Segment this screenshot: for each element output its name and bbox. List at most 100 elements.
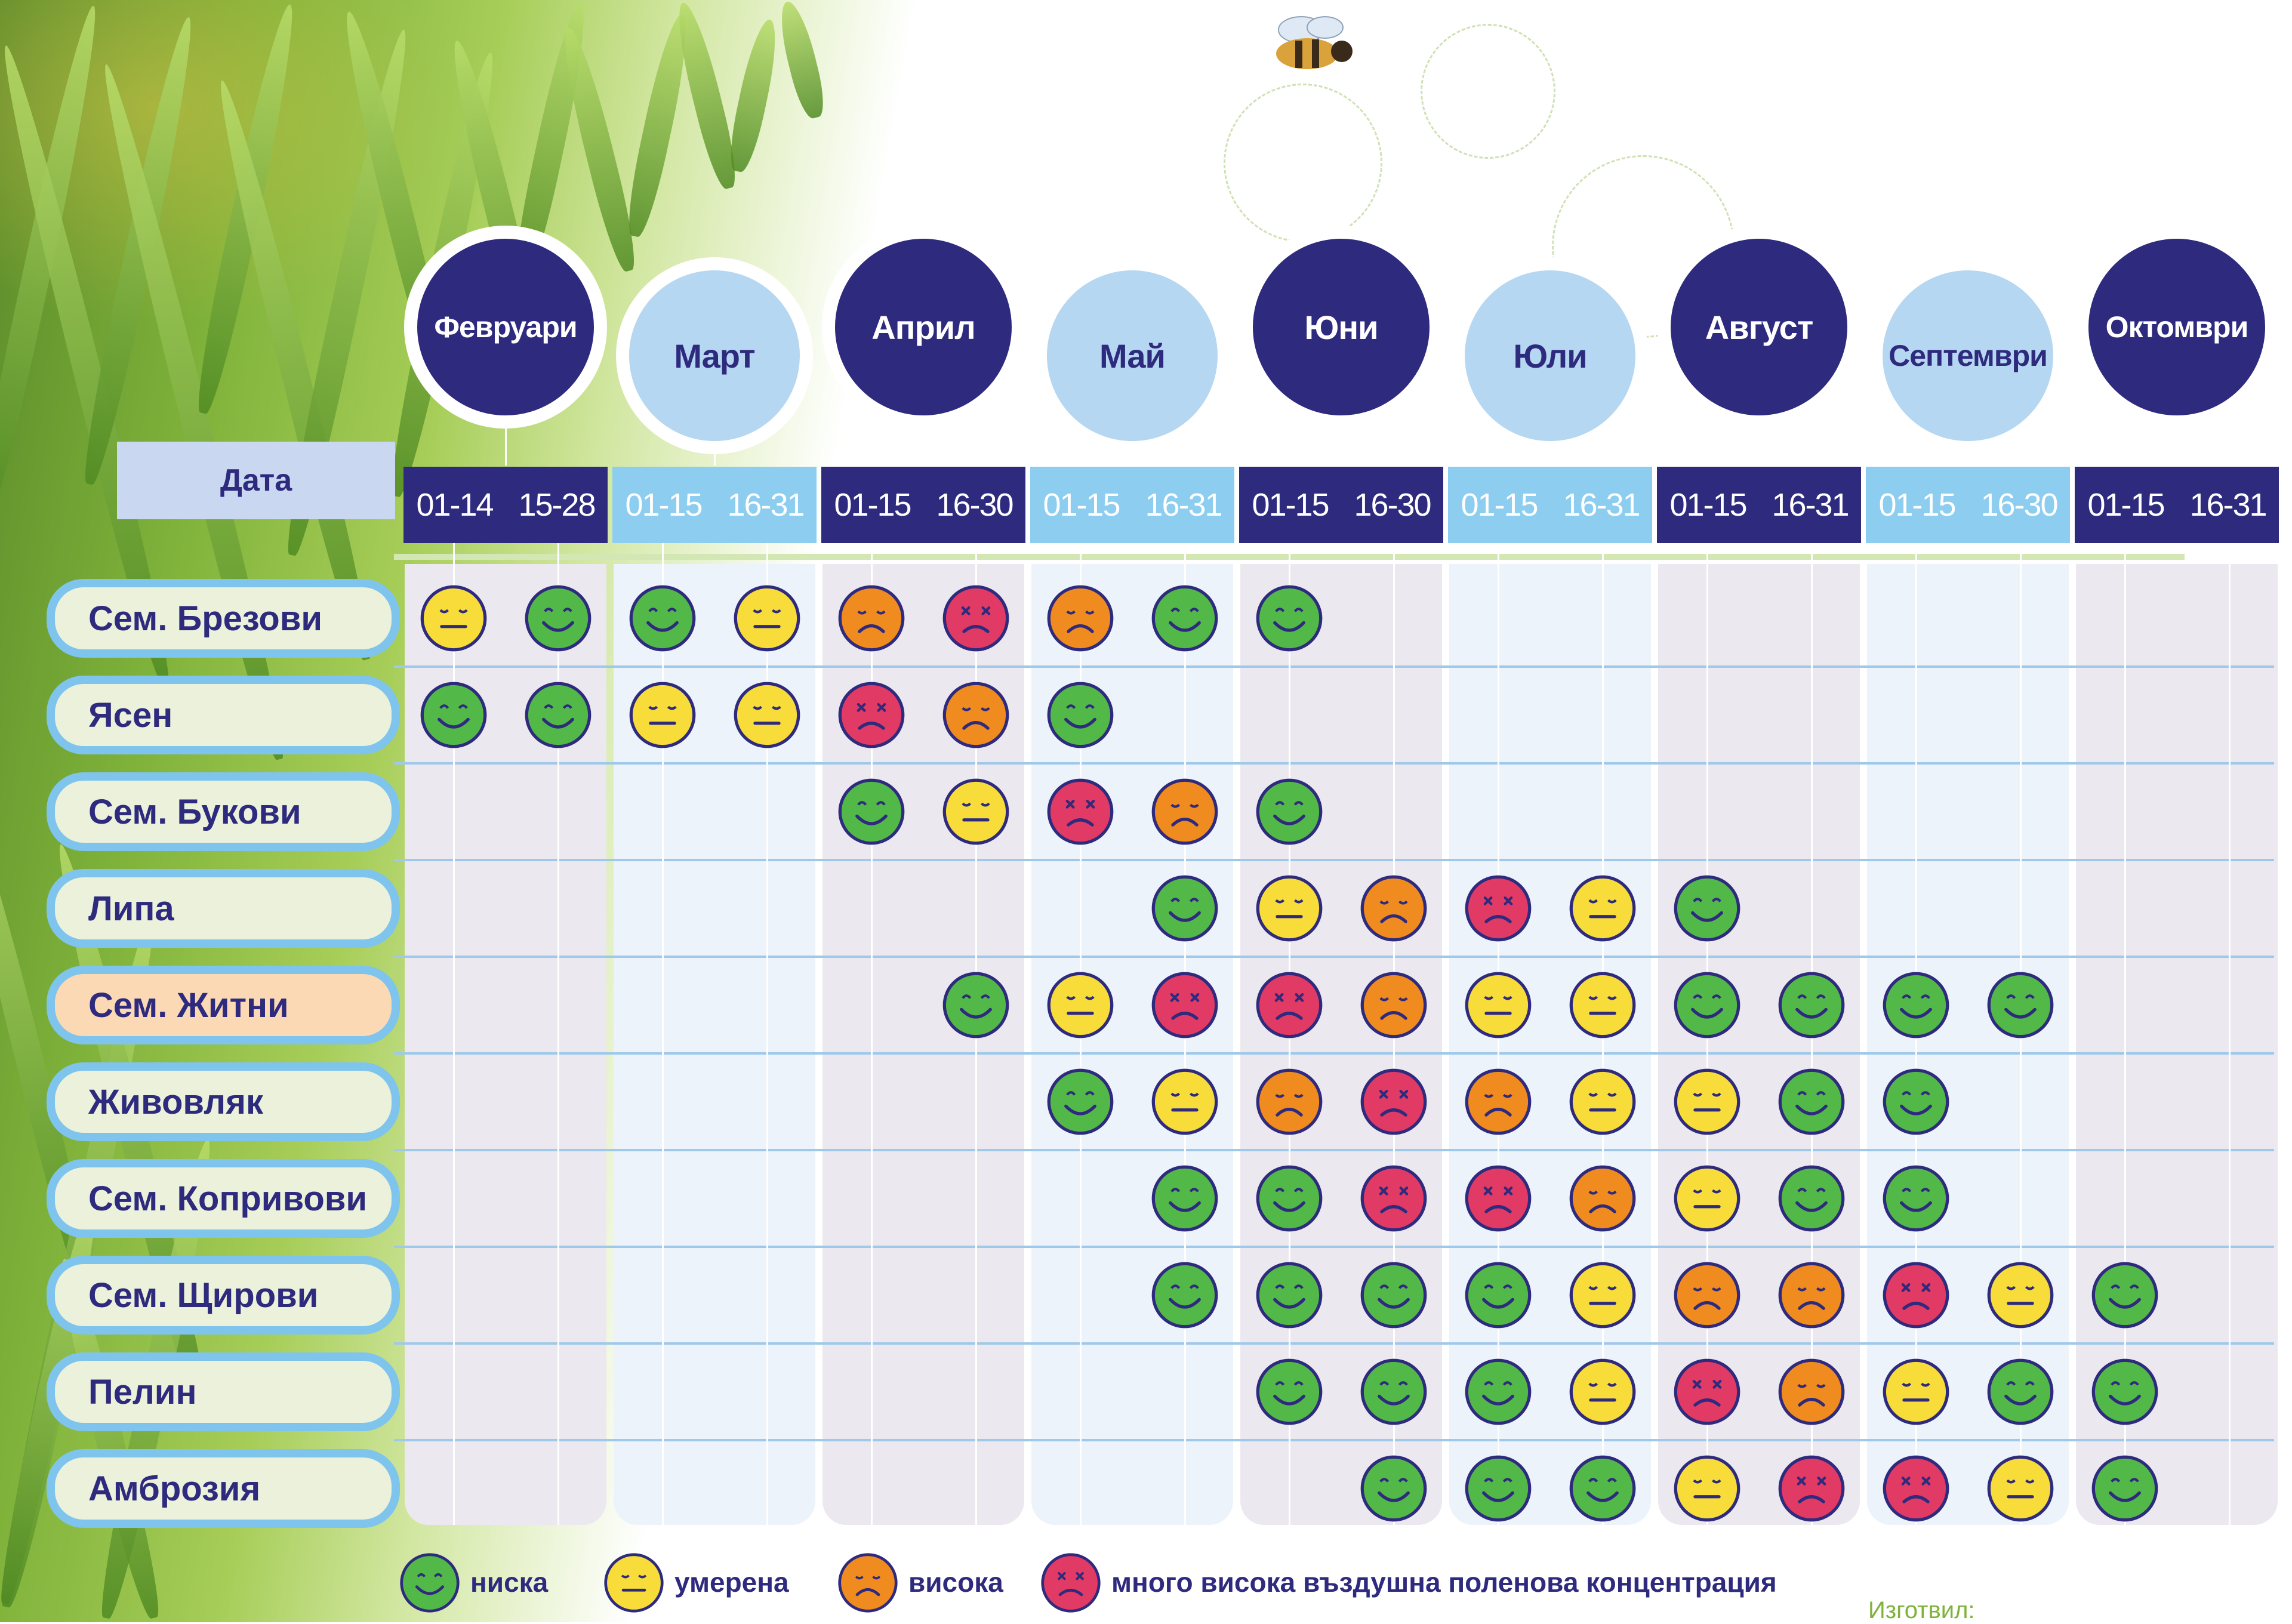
plant-label: Пелин [47, 1352, 400, 1431]
pollen-level-low-icon [1464, 1357, 1533, 1426]
plant-label: Амброзия [47, 1449, 400, 1528]
column-divider [661, 537, 664, 1525]
period-header: 01-15 [1866, 467, 1968, 543]
pollen-level-moderate-icon [1255, 874, 1324, 943]
month-5-circle: Юни [1240, 226, 1443, 429]
pollen-level-low-icon [1255, 1261, 1324, 1330]
pollen-level-moderate-icon [1568, 1261, 1637, 1330]
legend-label: много висока въздушна поленова концентра… [1111, 1567, 1777, 1598]
plant-label: Сем. Брезови [47, 579, 400, 658]
pollen-level-low-icon [2090, 1357, 2159, 1426]
pollen-level-moderate-icon [1568, 874, 1637, 943]
row-divider [394, 1246, 2274, 1248]
pollen-level-low-icon [2090, 1454, 2159, 1523]
period-header: 16-31 [1759, 467, 1861, 543]
pollen-level-low-icon [1150, 584, 1219, 653]
column-divider [452, 537, 455, 1525]
pollen-level-low-icon [1777, 1067, 1846, 1136]
pollen-level-low-icon [1464, 1454, 1533, 1523]
month-stem [2176, 417, 2178, 466]
pollen-level-low-icon [1255, 584, 1324, 653]
row-divider [394, 1342, 2274, 1345]
pollen-level-high-icon [1777, 1357, 1846, 1426]
pollen-level-moderate-icon [1986, 1454, 2055, 1523]
pollen-level-low-icon [1568, 1454, 1637, 1523]
legend-moderate-icon [603, 1552, 665, 1614]
period-header: 16-30 [1341, 467, 1443, 543]
pollen-level-low-icon [1046, 1067, 1115, 1136]
pollen-level-low-icon [523, 584, 593, 653]
pollen-level-high-icon [1568, 1164, 1637, 1233]
pollen-level-very-high-icon [1255, 970, 1324, 1040]
period-header: 16-31 [714, 467, 817, 543]
month-3-circle: Април [822, 226, 1025, 429]
column-divider [2228, 537, 2231, 1525]
row-divider [394, 1052, 2274, 1055]
pollen-level-high-icon [1359, 874, 1428, 943]
plant-label: Сем. Житни [47, 966, 400, 1044]
date-label: Дата [117, 442, 395, 519]
plant-label: Ясен [47, 676, 400, 754]
legend-label: ниска [470, 1567, 549, 1598]
month-4-circle: Май [1034, 257, 1231, 454]
row-divider [394, 1439, 2274, 1441]
column-divider [2124, 537, 2126, 1525]
credit-text: Изготвил: [1868, 1597, 1975, 1623]
bee-icon [1276, 16, 1353, 69]
pollen-level-low-icon [1359, 1454, 1428, 1523]
period-header: 01-15 [1657, 467, 1759, 543]
pollen-level-low-icon [1150, 874, 1219, 943]
pollen-level-low-icon [1046, 680, 1115, 750]
period-header: 01-15 [1448, 467, 1550, 543]
pollen-level-moderate-icon [1568, 970, 1637, 1040]
pollen-level-very-high-icon [1881, 1261, 1951, 1330]
row-divider [394, 956, 2274, 958]
pollen-level-low-icon [523, 680, 593, 750]
pollen-level-moderate-icon [419, 584, 488, 653]
period-header: 16-30 [1968, 467, 2070, 543]
pollen-level-low-icon [1672, 970, 1742, 1040]
pollen-level-high-icon [1464, 1067, 1533, 1136]
pollen-level-low-icon [1777, 1164, 1846, 1233]
pollen-level-moderate-icon [1464, 970, 1533, 1040]
month-6-circle: Юли [1452, 257, 1649, 454]
pollen-level-very-high-icon [941, 584, 1011, 653]
pollen-level-low-icon [1986, 1357, 2055, 1426]
row-divider [394, 1149, 2274, 1151]
pollen-level-low-icon [1255, 777, 1324, 846]
pollen-level-very-high-icon [837, 680, 906, 750]
pollen-level-low-icon [1255, 1164, 1324, 1233]
pollen-level-moderate-icon [1568, 1357, 1637, 1426]
month-7-circle: Август [1658, 226, 1860, 429]
pollen-level-high-icon [1255, 1067, 1324, 1136]
column-divider [557, 537, 559, 1525]
pollen-level-moderate-icon [1986, 1261, 2055, 1330]
column-divider [766, 537, 768, 1525]
pollen-level-low-icon [1672, 874, 1742, 943]
legend-label: висока [908, 1567, 1003, 1598]
pollen-level-moderate-icon [941, 777, 1011, 846]
period-header: 16-31 [1132, 467, 1234, 543]
pollen-level-very-high-icon [1150, 970, 1219, 1040]
pollen-level-low-icon [1881, 1164, 1951, 1233]
period-header: 16-31 [1550, 467, 1652, 543]
month-stem [1341, 417, 1342, 466]
pollen-level-low-icon [837, 777, 906, 846]
pollen-level-high-icon [1777, 1261, 1846, 1330]
pollen-level-high-icon [941, 680, 1011, 750]
pollen-level-high-icon [837, 584, 906, 653]
month-9-circle: Октомври [2075, 226, 2278, 429]
pollen-level-high-icon [1672, 1261, 1742, 1330]
pollen-level-low-icon [1881, 970, 1951, 1040]
pollen-level-low-icon [1150, 1261, 1219, 1330]
pollen-level-low-icon [1777, 970, 1846, 1040]
period-header: 01-14 [403, 467, 506, 543]
period-header: 01-15 [2075, 467, 2177, 543]
pollen-level-very-high-icon [1359, 1164, 1428, 1233]
pollen-level-low-icon [628, 584, 697, 653]
plant-label: Сем. Копривови [47, 1159, 400, 1238]
period-header: 15-28 [506, 467, 608, 543]
month-2-circle: Март [616, 257, 813, 454]
pollen-level-moderate-icon [1672, 1454, 1742, 1523]
period-header: 01-15 [821, 467, 923, 543]
